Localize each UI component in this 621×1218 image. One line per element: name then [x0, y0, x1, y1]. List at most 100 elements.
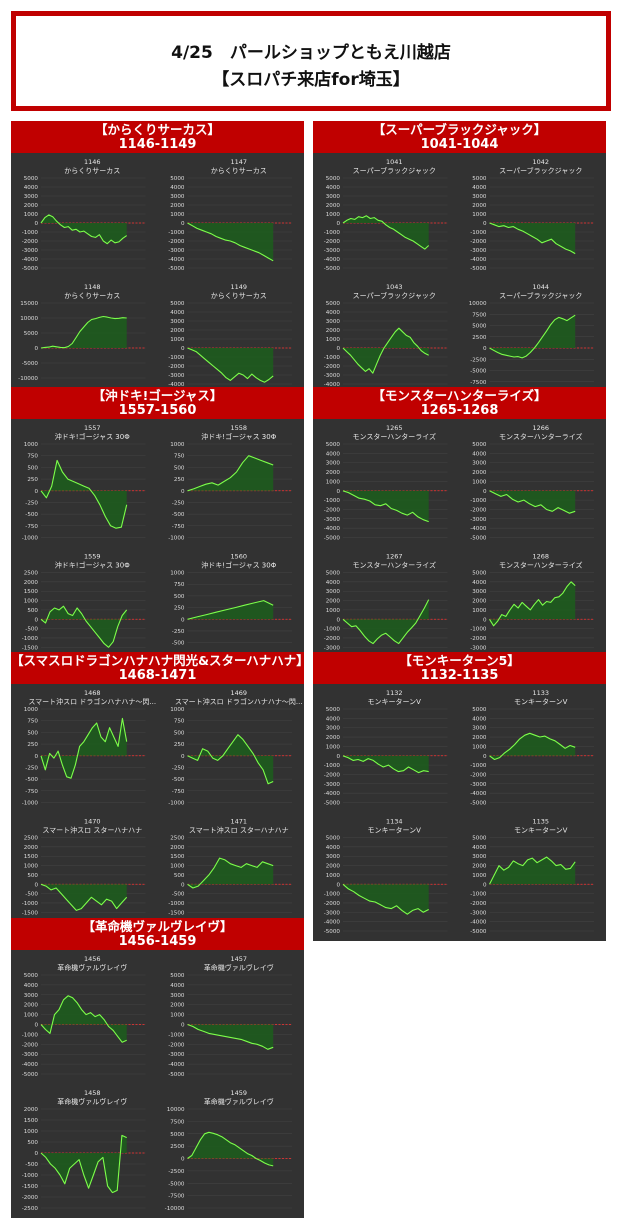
y-tick-label: 5000	[24, 176, 39, 182]
y-tick-label: 2500	[170, 836, 185, 842]
series-line	[40, 214, 128, 245]
y-tick-label: 1000	[24, 707, 39, 713]
y-tick-label: 7500	[472, 312, 487, 318]
series-line	[342, 327, 429, 374]
y-tick-label: -5000	[470, 536, 487, 542]
series-area	[41, 316, 127, 348]
y-tick-label: 0	[181, 1157, 185, 1163]
y-tick-label: 500	[174, 873, 185, 879]
y-tick-label: 0	[34, 346, 38, 352]
y-tick-label: 1000	[24, 212, 39, 218]
chart-model-title: 沖ドキ!ゴージャス 30Φ	[55, 561, 130, 570]
y-tick-label: 2000	[170, 203, 185, 209]
y-tick-label: 2000	[170, 845, 185, 851]
y-tick-label: 2000	[472, 599, 487, 605]
y-tick-label: 2500	[472, 335, 487, 341]
y-tick-label: -5000	[168, 266, 185, 272]
chart-model-title: モンスターハンターライズ	[499, 561, 583, 570]
chart-machine-number: 1265	[386, 424, 403, 432]
y-tick-label: -1000	[470, 763, 487, 769]
chart-model-title: モンキーターンV	[368, 697, 422, 706]
y-tick-label: 500	[27, 1140, 38, 1146]
y-tick-label: 3000	[24, 194, 39, 200]
series-area	[187, 858, 274, 888]
y-tick-label: 0	[483, 882, 487, 888]
y-tick-label: 0	[34, 1023, 38, 1029]
y-tick-label: -5000	[324, 266, 341, 272]
y-tick-label: -3000	[470, 517, 487, 523]
chart-machine-number: 1147	[230, 158, 247, 166]
y-tick-label: -5000	[324, 929, 341, 935]
series-line	[40, 315, 127, 349]
y-tick-label: 4000	[326, 845, 341, 851]
chart-machine-number: 1471	[230, 818, 247, 826]
model-section: 【沖ドキ!ゴージャス】 1557-1560 1557 沖ドキ!ゴージャス 30Φ 100…	[11, 387, 304, 676]
header-box: 4/25 パールショップともえ川越店 【スロパチ来店for埼玉】	[11, 11, 611, 111]
y-tick-label: 4000	[472, 580, 487, 586]
model-section: 【スーパーブラックジャック】 1041-1044 1041 スーパーブラックジャック 5…	[313, 121, 606, 403]
section-machine-range: 1557-1560	[118, 403, 197, 418]
y-tick-label: 2000	[326, 203, 341, 209]
y-tick-label: -2000	[324, 507, 341, 513]
y-tick-label: 5000	[326, 442, 341, 448]
y-tick-label: -1500	[22, 645, 39, 651]
series-line	[489, 314, 576, 359]
y-tick-label: -3000	[470, 645, 487, 651]
y-tick-label: -500	[25, 892, 38, 898]
y-tick-label: 1500	[170, 854, 185, 860]
series-area	[343, 599, 429, 644]
y-tick-label: 750	[27, 719, 38, 725]
y-tick-label: -2000	[22, 239, 39, 245]
y-tick-label: 250	[174, 477, 185, 483]
series-area	[343, 215, 429, 250]
y-tick-label: 0	[181, 617, 185, 623]
y-tick-label: -3000	[324, 645, 341, 651]
chart-machine-number: 1148	[84, 283, 101, 291]
series-area	[187, 1132, 274, 1166]
y-tick-label: 750	[174, 719, 185, 725]
series-line	[187, 222, 274, 262]
section-chart-panel: 1557 沖ドキ!ゴージャス 30Φ 1000 750 500 250 0 -250 -500-…	[11, 419, 304, 676]
y-tick-label: 3000	[472, 194, 487, 200]
chart-machine-number: 1042	[532, 158, 549, 166]
y-tick-label: -1000	[324, 355, 341, 361]
y-tick-label: 3000	[170, 319, 185, 325]
chart-model-title: スーパーブラックジャック	[353, 291, 436, 300]
y-tick-label: -4000	[324, 791, 341, 797]
y-tick-label: 5000	[326, 836, 341, 842]
y-tick-label: -5000	[470, 801, 487, 807]
y-tick-label: -5000	[168, 1072, 185, 1078]
y-tick-label: -500	[172, 512, 185, 518]
series-area	[343, 755, 429, 773]
section-machine-range: 1132-1135	[420, 668, 499, 683]
y-tick-label: -500	[25, 512, 38, 518]
y-tick-label: -750	[172, 789, 185, 795]
y-tick-label: 2000	[24, 580, 39, 586]
section-header: 【スーパーブラックジャック】 1041-1044	[313, 121, 606, 153]
y-tick-label: -1000	[168, 1032, 185, 1038]
y-tick-label: 2000	[326, 735, 341, 741]
series-line	[489, 490, 576, 514]
series-area	[343, 884, 429, 915]
y-tick-label: 1000	[170, 442, 185, 448]
section-chart-panel: 1132 モンキーターンV 5000 4000 3000 2000 1000 0 -1000 -2…	[313, 684, 606, 941]
chart-machine-number: 1457	[230, 955, 247, 963]
y-tick-label: 5000	[326, 301, 341, 307]
y-tick-label: -2500	[168, 1169, 185, 1175]
y-tick-label: 0	[336, 617, 340, 623]
y-tick-label: 0	[336, 346, 340, 352]
y-tick-label: 5000	[326, 571, 341, 577]
y-tick-label: -5000	[324, 536, 341, 542]
y-tick-label: -750	[25, 524, 38, 530]
y-tick-label: 4000	[472, 185, 487, 191]
y-tick-label: -2000	[470, 239, 487, 245]
y-tick-label: -2000	[324, 364, 341, 370]
y-tick-label: 0	[34, 617, 38, 623]
